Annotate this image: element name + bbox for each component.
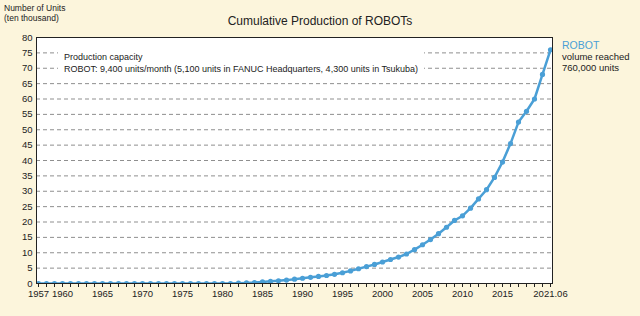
- html-text:760,000 units: 760,000 units: [562, 62, 619, 73]
- svg-text:10: 10: [22, 247, 33, 258]
- svg-text:1990: 1990: [292, 288, 313, 299]
- html-text:Cumulative Production of ROBOT: Cumulative Production of ROBOTs: [227, 14, 413, 28]
- svg-text:1985: 1985: [252, 288, 273, 299]
- svg-text:30: 30: [22, 185, 33, 196]
- svg-text:80: 80: [22, 32, 33, 43]
- html-text:(ten thousand): (ten thousand): [4, 13, 59, 23]
- svg-text:20: 20: [22, 216, 33, 227]
- svg-text:70: 70: [22, 62, 33, 73]
- svg-text:45: 45: [22, 139, 33, 150]
- svg-text:2015: 2015: [492, 288, 513, 299]
- svg-text:5: 5: [27, 262, 32, 273]
- html-text:ROBOT: 9,400 units/month (5,10: ROBOT: 9,400 units/month (5,100 units in…: [64, 64, 418, 74]
- svg-text:1957: 1957: [28, 288, 49, 299]
- html-text:Number of Units: Number of Units: [4, 3, 66, 13]
- svg-text:75: 75: [22, 47, 33, 58]
- html-text:ROBOT: ROBOT: [562, 39, 600, 51]
- svg-text:1960: 1960: [52, 288, 73, 299]
- svg-text:50: 50: [22, 124, 33, 135]
- html-text:Production capacity: Production capacity: [64, 52, 143, 62]
- svg-text:60: 60: [22, 93, 33, 104]
- svg-text:35: 35: [22, 170, 33, 181]
- svg-text:40: 40: [22, 155, 33, 166]
- svg-text:1980: 1980: [212, 288, 233, 299]
- svg-text:55: 55: [22, 108, 33, 119]
- svg-text:1995: 1995: [332, 288, 353, 299]
- svg-text:2010: 2010: [452, 288, 473, 299]
- svg-text:15: 15: [22, 231, 33, 242]
- svg-text:2000: 2000: [372, 288, 393, 299]
- svg-text:1965: 1965: [92, 288, 113, 299]
- svg-text:2005: 2005: [412, 288, 433, 299]
- svg-text:0: 0: [27, 278, 32, 289]
- svg-text:2021.06: 2021.06: [533, 288, 567, 299]
- svg-text:1975: 1975: [172, 288, 193, 299]
- html-text:volume reached: volume reached: [562, 51, 630, 62]
- svg-text:1970: 1970: [132, 288, 153, 299]
- svg-text:65: 65: [22, 78, 33, 89]
- svg-text:25: 25: [22, 201, 33, 212]
